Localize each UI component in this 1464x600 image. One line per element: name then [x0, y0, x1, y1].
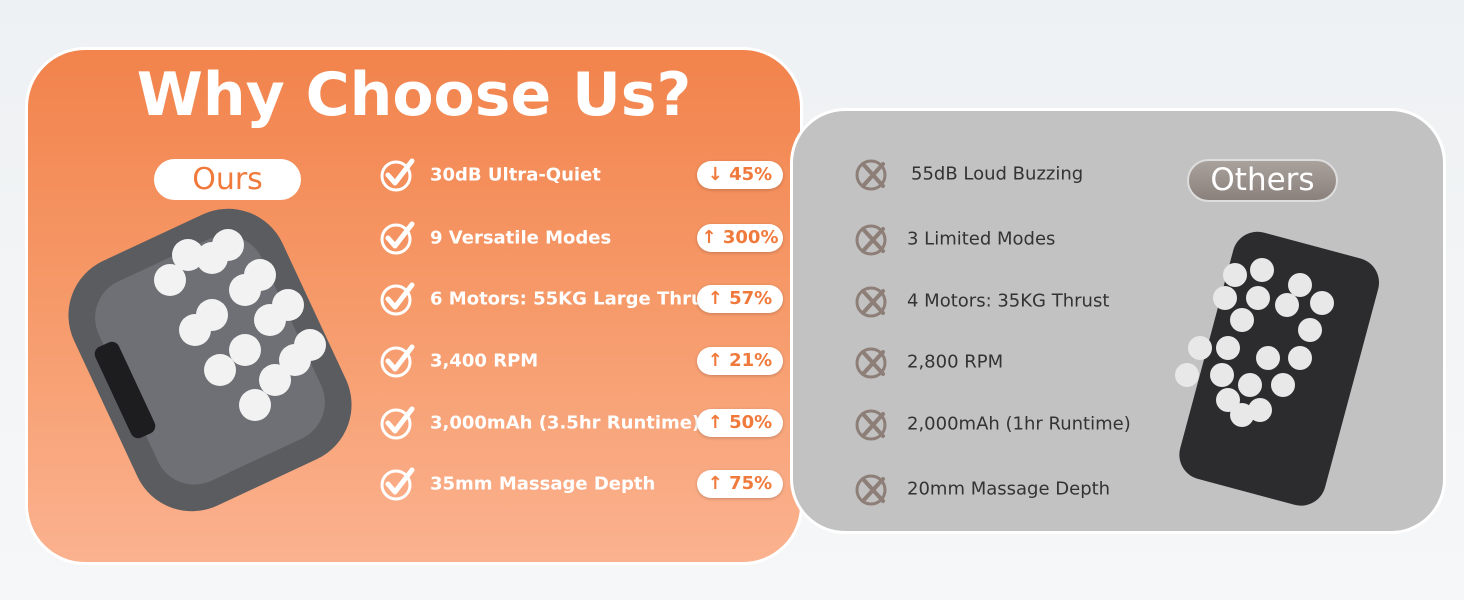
- feature-text: 4 Motors: 35KG Thrust: [907, 290, 1110, 312]
- feature-text: 9 Versatile Modes: [430, 227, 612, 249]
- cross-icon: [855, 347, 887, 379]
- feature-text: 55dB Loud Buzzing: [911, 163, 1084, 185]
- check-icon: [380, 221, 415, 255]
- check-icon: [380, 344, 415, 378]
- check-icon: [380, 282, 415, 316]
- feature-badge: ↓ 45%: [697, 161, 783, 189]
- feature-text: 3,400 RPM: [430, 350, 539, 372]
- feature-badge: ↑ 75%: [697, 470, 783, 498]
- feature-text: 2,800 RPM: [907, 351, 1004, 373]
- feature-text: 2,000mAh (1hr Runtime): [907, 413, 1131, 435]
- title: Why Choose Us?: [136, 60, 692, 130]
- feature-text: 20mm Massage Depth: [907, 478, 1111, 500]
- feature-text: 3 Limited Modes: [907, 228, 1056, 250]
- check-icon: [380, 467, 415, 501]
- others-label: Others: [1187, 159, 1338, 202]
- cross-icon: [855, 286, 887, 318]
- feature-text: 35mm Massage Depth: [430, 473, 656, 495]
- check-icon: [380, 158, 415, 192]
- cross-icon: [855, 409, 887, 441]
- feature-badge: ↑ 21%: [697, 347, 783, 375]
- cross-icon: [855, 224, 887, 256]
- feature-text: 3,000mAh (3.5hr Runtime): [430, 412, 701, 434]
- feature-badge: ↑ 50%: [697, 409, 783, 437]
- check-icon: [380, 406, 415, 440]
- ours-device: [68, 208, 352, 512]
- others-device: [1175, 231, 1380, 506]
- feature-text: 30dB Ultra-Quiet: [430, 164, 601, 186]
- feature-badge: ↑ 300%: [697, 224, 783, 252]
- feature-badge: ↑ 57%: [697, 285, 783, 313]
- cross-icon: [855, 159, 887, 191]
- cross-icon: [855, 474, 887, 506]
- feature-text: 6 Motors: 55KG Large Thrust: [430, 288, 724, 310]
- ours-label: Ours: [154, 159, 301, 200]
